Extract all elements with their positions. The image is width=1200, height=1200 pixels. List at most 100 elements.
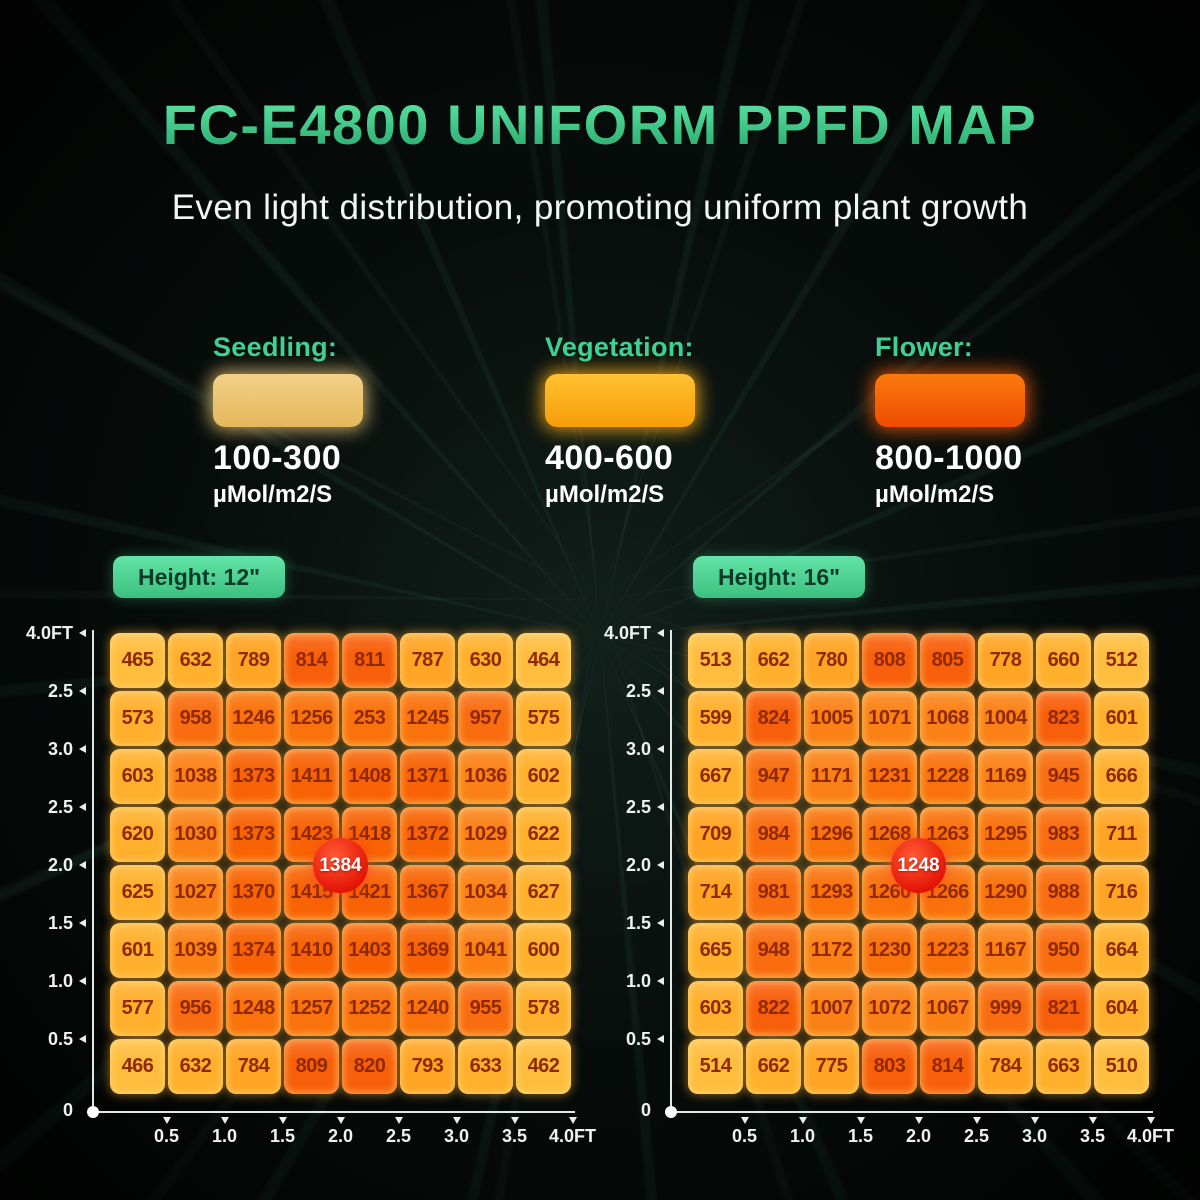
ppfd-cell: 632: [168, 633, 223, 688]
ppfd-cell: 1266: [920, 865, 975, 920]
ppfd-cell: 981: [746, 865, 801, 920]
legend-range-flower: 800-1000: [875, 439, 1023, 477]
y-axis-tick-label: 4.0FT: [603, 623, 651, 643]
ppfd-cell: 999: [978, 981, 1033, 1036]
ppfd-cell: 603: [110, 749, 165, 804]
ppfd-cell: 575: [516, 691, 571, 746]
ppfd-cell: 957: [458, 691, 513, 746]
legend-range-seedling: 100-300: [213, 439, 342, 477]
ppfd-grid-16in: 513 662 780 808 805 778 660 512 599 824 1005 1071 10…: [688, 633, 1149, 1094]
y-axis-tick-label: 1.0: [47, 971, 73, 991]
ppfd-cell: 809: [284, 1039, 339, 1094]
legend-unit-flower: µMol/m2/S: [875, 481, 995, 508]
ppfd-cell: 1029: [458, 807, 513, 862]
ppfd-cell: 793: [400, 1039, 455, 1094]
ppfd-cell: 787: [400, 633, 455, 688]
ppfd-cell: 630: [458, 633, 513, 688]
y-axis-tick: [79, 1035, 86, 1043]
ppfd-cell: 824: [746, 691, 801, 746]
ppfd-cell: 465: [110, 633, 165, 688]
ppfd-cell: 601: [110, 923, 165, 978]
ppfd-cell: 1423: [284, 807, 339, 862]
ppfd-cell: 1296: [804, 807, 859, 862]
ppfd-cell: 1293: [804, 865, 859, 920]
x-axis-tick: [394, 1117, 403, 1124]
x-axis-tick-label: 0.5: [731, 1126, 758, 1146]
x-axis-tick-label: 1.5: [847, 1126, 874, 1146]
x-axis-tick-label: 4.0FT: [548, 1126, 596, 1146]
x-axis-tick-label: 0.5: [153, 1126, 180, 1146]
ppfd-cell: 955: [458, 981, 513, 1036]
x-axis-tick: [1146, 1117, 1155, 1124]
ppfd-cell: 789: [226, 633, 281, 688]
y-axis-tick-label: 0.5: [47, 1029, 73, 1049]
ppfd-cell: 632: [168, 1039, 223, 1094]
legend-item-vegetation: Vegetation: 400-600 µMol/m2/S: [545, 332, 755, 509]
ppfd-cell: 1067: [920, 981, 975, 1036]
legend-unit-seedling: µMol/m2/S: [213, 481, 333, 508]
ppfd-cell: 950: [1036, 923, 1091, 978]
legend-range-vegetation: 400-600: [545, 439, 674, 477]
ppfd-cell: 805: [920, 633, 975, 688]
x-axis-tick-label: 3.0: [1021, 1126, 1048, 1146]
ppfd-cell: 1295: [978, 807, 1033, 862]
ppfd-cell: 464: [516, 633, 571, 688]
ppfd-cell: 1231: [862, 749, 917, 804]
ppfd-cell: 820: [342, 1039, 397, 1094]
x-axis-tick: [568, 1117, 577, 1124]
y-axis-tick: [657, 919, 664, 927]
legend-unit-vegetation: µMol/m2/S: [545, 481, 665, 508]
ppfd-cell: 811: [342, 633, 397, 688]
x-axis-line: [671, 1111, 1153, 1113]
x-axis-tick: [740, 1117, 749, 1124]
x-axis-tick-label: 2.0: [327, 1126, 354, 1146]
y-axis-tick: [79, 861, 86, 869]
ppfd-cell: 1246: [226, 691, 281, 746]
y-axis-tick-label: 2.5: [625, 797, 651, 817]
ppfd-cell: 662: [746, 1039, 801, 1094]
y-axis-tick: [79, 919, 86, 927]
legend-label-flower: Flower:: [875, 332, 974, 362]
ppfd-cell: 1245: [400, 691, 455, 746]
ppfd-cell: 1004: [978, 691, 1033, 746]
legend-item-seedling: Seedling: 100-300 µMol/m2/S: [213, 332, 423, 509]
x-axis-tick-label: 2.5: [385, 1126, 412, 1146]
ppfd-cell: 666: [1094, 749, 1149, 804]
y-axis-tick: [657, 861, 664, 869]
x-axis-tick: [162, 1117, 171, 1124]
y-axis-tick-label: 1.5: [625, 913, 651, 933]
seedling-color-swatch: [213, 374, 363, 427]
ppfd-cell: 1418: [342, 807, 397, 862]
ppfd-cell: 633: [458, 1039, 513, 1094]
ppfd-cell: 716: [1094, 865, 1149, 920]
y-axis-tick-label: 3.0: [625, 739, 651, 759]
ppfd-cell: 513: [688, 633, 743, 688]
ppfd-cell: 714: [688, 865, 743, 920]
y-axis-tick-label: 0.5: [625, 1029, 651, 1049]
ppfd-cell: 662: [746, 633, 801, 688]
x-axis-tick: [452, 1117, 461, 1124]
axis-origin-dot: [87, 1106, 99, 1118]
ppfd-cell: 1410: [284, 923, 339, 978]
ppfd-cell: 1171: [804, 749, 859, 804]
y-axis-tick: [79, 977, 86, 985]
y-axis-tick-label: 1.0: [625, 971, 651, 991]
y-axis-line: [670, 630, 672, 1113]
y-axis-tick: [657, 629, 664, 637]
ppfd-cell: 573: [110, 691, 165, 746]
ppfd-cell: 604: [1094, 981, 1149, 1036]
ppfd-cell: 601: [1094, 691, 1149, 746]
ppfd-cell: 253: [342, 691, 397, 746]
ppfd-cell: 512: [1094, 633, 1149, 688]
ppfd-cell: 784: [978, 1039, 1033, 1094]
ppfd-cell: 775: [804, 1039, 859, 1094]
x-axis-tick: [972, 1117, 981, 1124]
ppfd-cell: 599: [688, 691, 743, 746]
ppfd-cell: 664: [1094, 923, 1149, 978]
ppfd-cell: 663: [1036, 1039, 1091, 1094]
ppfd-cell: 1030: [168, 807, 223, 862]
ppfd-cell: 1071: [862, 691, 917, 746]
ppfd-cell: 821: [1036, 981, 1091, 1036]
ppfd-cell: 1268: [862, 807, 917, 862]
